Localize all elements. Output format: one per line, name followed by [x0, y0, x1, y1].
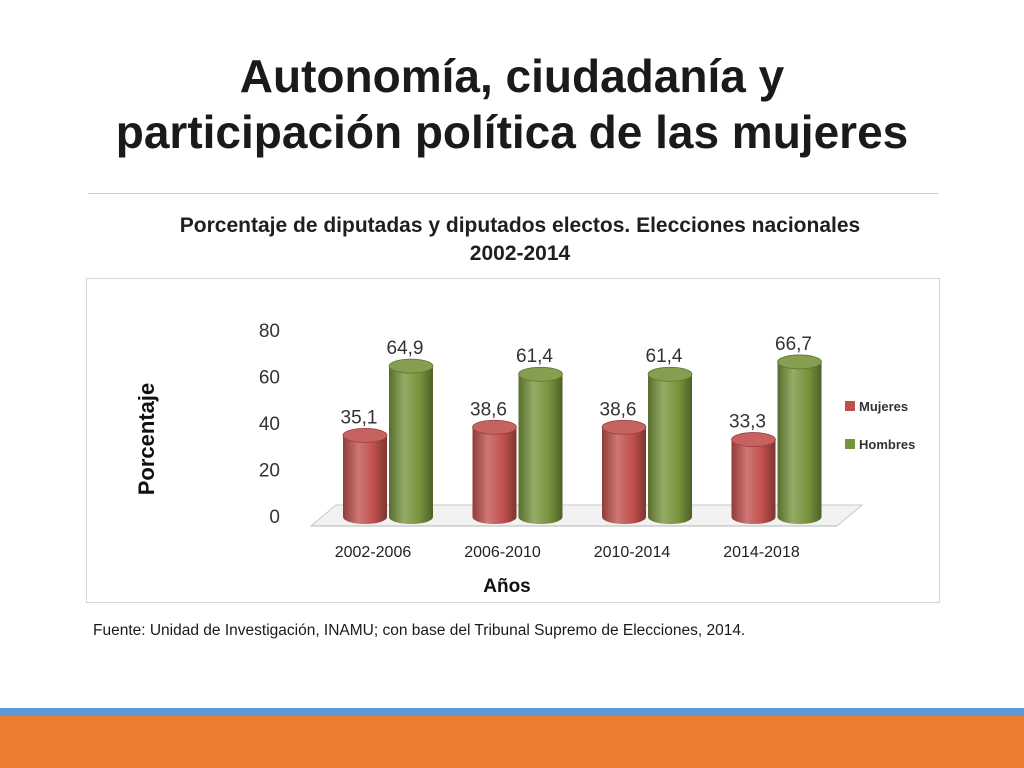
bar-hombres-2014-2018 [777, 354, 822, 524]
bar-body [777, 361, 822, 524]
cylinder-bar-chart: 0 20 40 60 80 Porcentaje 35,1 64,9 2002-2006 38,6… [134, 321, 915, 597]
bar-mujeres-2002-2006 [342, 427, 388, 524]
y-tick-label: 40 [259, 414, 280, 435]
bar-top [472, 419, 517, 435]
data-label: 66,7 [775, 334, 812, 355]
slide-title: Autonomía, ciudadanía y participación po… [40, 48, 984, 160]
bar-hombres-2010-2014 [647, 366, 693, 524]
bar-top [388, 358, 434, 374]
data-label: 35,1 [341, 407, 378, 428]
data-label: 61,4 [646, 346, 683, 367]
data-label: 38,6 [600, 399, 637, 420]
y-tick-label: 20 [259, 461, 280, 482]
chart-title-line1: Porcentaje de diputadas y diputados elec… [179, 214, 861, 237]
bar-body [602, 427, 646, 524]
bar-body [472, 427, 517, 524]
legend-label-mujeres: Mujeres [859, 399, 908, 414]
bar-top [518, 366, 563, 382]
y-axis-title: Porcentaje [134, 383, 159, 496]
bar-hombres-2006-2010 [518, 366, 563, 524]
y-tick-label: 0 [269, 507, 280, 528]
chart-title: Porcentaje de diputadas y diputados elec… [100, 212, 940, 268]
bar-top [731, 432, 776, 447]
source-note: Fuente: Unidad de Investigación, INAMU; … [93, 622, 746, 639]
bar-top [601, 419, 647, 435]
footer-band-blue [0, 708, 1024, 716]
bar-top [777, 354, 822, 370]
chart-title-line2: 2002-2014 [469, 242, 571, 265]
bar-mujeres-2014-2018 [731, 432, 776, 524]
legend-swatch-hombres [845, 439, 855, 449]
y-tick-label: 80 [259, 321, 280, 342]
title-divider [88, 193, 938, 194]
chart-container: 0 20 40 60 80 Porcentaje 35,1 64,9 2002-2006 38,6… [86, 278, 940, 603]
x-axis-title: Años [483, 576, 531, 597]
slide-title-line1: Autonomía, ciudadanía y [239, 50, 785, 102]
footer-band-orange [0, 716, 1024, 768]
bar-mujeres-2006-2010 [472, 419, 517, 524]
bar-hombres-2002-2006 [388, 358, 434, 524]
legend-swatch-mujeres [845, 401, 855, 411]
slide-title-line2: participación política de las mujeres [115, 106, 909, 158]
bar-top [647, 366, 693, 382]
bar-mujeres-2010-2014 [601, 419, 647, 524]
x-tick-label: 2006-2010 [464, 544, 541, 561]
y-tick-label: 60 [259, 368, 280, 389]
bar-body [648, 374, 692, 524]
bar-body [389, 366, 433, 524]
x-tick-label: 2010-2014 [594, 544, 671, 561]
bar-body [343, 435, 387, 524]
x-tick-label: 2014-2018 [723, 544, 800, 561]
bar-top [342, 427, 388, 443]
bar-body [518, 374, 563, 524]
data-label: 33,3 [729, 412, 766, 433]
legend-label-hombres: Hombres [859, 437, 915, 452]
bar-body [731, 439, 776, 524]
data-label: 38,6 [470, 399, 507, 420]
data-label: 61,4 [516, 346, 553, 367]
x-tick-label: 2002-2006 [335, 544, 412, 561]
data-label: 64,9 [387, 338, 424, 359]
